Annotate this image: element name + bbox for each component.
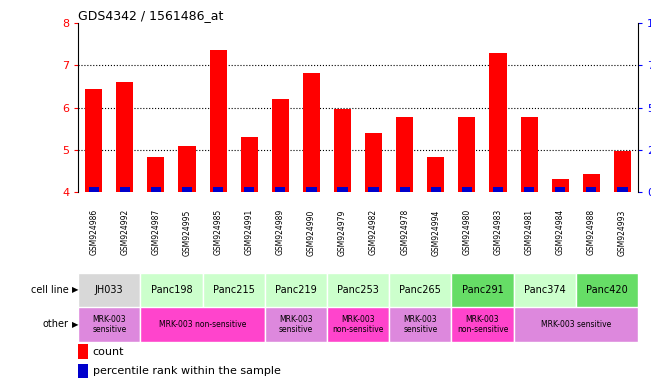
Bar: [78, 344, 88, 359]
Bar: [427, 157, 445, 192]
Bar: [583, 174, 600, 192]
Bar: [334, 109, 351, 192]
Text: MRK-003
sensitive: MRK-003 sensitive: [92, 315, 126, 334]
Bar: [327, 307, 389, 342]
Text: other: other: [42, 319, 68, 329]
Bar: [147, 157, 165, 192]
Text: GSM924988: GSM924988: [587, 209, 596, 255]
Bar: [337, 187, 348, 192]
Bar: [389, 307, 451, 342]
Bar: [400, 187, 410, 192]
Bar: [490, 53, 506, 192]
Text: Panc253: Panc253: [337, 285, 379, 295]
Bar: [389, 273, 451, 307]
Text: ▶: ▶: [72, 320, 78, 329]
Bar: [368, 187, 379, 192]
Text: GSM924991: GSM924991: [245, 209, 254, 255]
Text: MRK-003 sensitive: MRK-003 sensitive: [540, 320, 611, 329]
Bar: [151, 187, 161, 192]
Bar: [141, 307, 265, 342]
Bar: [451, 307, 514, 342]
Text: cell line: cell line: [31, 285, 68, 295]
Bar: [575, 273, 638, 307]
Text: GSM924984: GSM924984: [556, 209, 564, 255]
Bar: [78, 273, 141, 307]
Text: GSM924987: GSM924987: [152, 209, 160, 255]
Bar: [303, 73, 320, 192]
Bar: [431, 187, 441, 192]
Text: GSM924993: GSM924993: [618, 209, 627, 255]
Text: MRK-003 non-sensitive: MRK-003 non-sensitive: [159, 320, 246, 329]
Bar: [202, 273, 265, 307]
Bar: [275, 187, 285, 192]
Text: GDS4342 / 1561486_at: GDS4342 / 1561486_at: [78, 9, 223, 22]
Bar: [182, 187, 192, 192]
Bar: [213, 187, 223, 192]
Text: MRK-003
sensitive: MRK-003 sensitive: [279, 315, 313, 334]
Text: Panc265: Panc265: [399, 285, 441, 295]
Text: GSM924978: GSM924978: [400, 209, 409, 255]
Bar: [244, 187, 255, 192]
Text: percentile rank within the sample: percentile rank within the sample: [92, 366, 281, 376]
Bar: [586, 187, 596, 192]
Text: GSM924982: GSM924982: [369, 209, 378, 255]
Bar: [141, 273, 202, 307]
Bar: [327, 273, 389, 307]
Bar: [521, 117, 538, 192]
Text: Panc198: Panc198: [150, 285, 192, 295]
Bar: [78, 307, 141, 342]
Bar: [85, 89, 102, 192]
Text: count: count: [92, 347, 124, 357]
Text: Panc219: Panc219: [275, 285, 317, 295]
Text: GSM924990: GSM924990: [307, 209, 316, 255]
Bar: [451, 273, 514, 307]
Bar: [265, 307, 327, 342]
Bar: [120, 187, 130, 192]
Bar: [78, 364, 88, 378]
Bar: [365, 133, 382, 192]
Text: GSM924992: GSM924992: [120, 209, 130, 255]
Text: GSM924981: GSM924981: [525, 209, 534, 255]
Text: MRK-003
non-sensitive: MRK-003 non-sensitive: [333, 315, 383, 334]
Text: Panc420: Panc420: [586, 285, 628, 295]
Text: Panc374: Panc374: [524, 285, 566, 295]
Text: GSM924980: GSM924980: [462, 209, 471, 255]
Bar: [614, 151, 631, 192]
Bar: [555, 187, 565, 192]
Bar: [306, 187, 316, 192]
Text: MRK-003
non-sensitive: MRK-003 non-sensitive: [457, 315, 508, 334]
Text: GSM924994: GSM924994: [432, 209, 440, 255]
Text: GSM924985: GSM924985: [214, 209, 223, 255]
Bar: [271, 99, 289, 192]
Bar: [462, 187, 472, 192]
Text: GSM924979: GSM924979: [338, 209, 347, 255]
Text: GSM924986: GSM924986: [89, 209, 98, 255]
Text: ▶: ▶: [72, 285, 78, 295]
Bar: [117, 82, 133, 192]
Text: JH033: JH033: [95, 285, 124, 295]
Bar: [524, 187, 534, 192]
Text: GSM924983: GSM924983: [493, 209, 503, 255]
Text: Panc291: Panc291: [462, 285, 503, 295]
Bar: [241, 137, 258, 192]
Text: GSM924995: GSM924995: [182, 209, 191, 255]
Bar: [514, 307, 638, 342]
Bar: [265, 273, 327, 307]
Bar: [89, 187, 99, 192]
Bar: [617, 187, 628, 192]
Text: MRK-003
sensitive: MRK-003 sensitive: [403, 315, 437, 334]
Bar: [396, 117, 413, 192]
Bar: [514, 273, 575, 307]
Text: Panc215: Panc215: [213, 285, 255, 295]
Text: GSM924989: GSM924989: [276, 209, 284, 255]
Bar: [210, 51, 227, 192]
Bar: [458, 117, 475, 192]
Bar: [551, 179, 569, 192]
Bar: [493, 187, 503, 192]
Bar: [178, 146, 195, 192]
